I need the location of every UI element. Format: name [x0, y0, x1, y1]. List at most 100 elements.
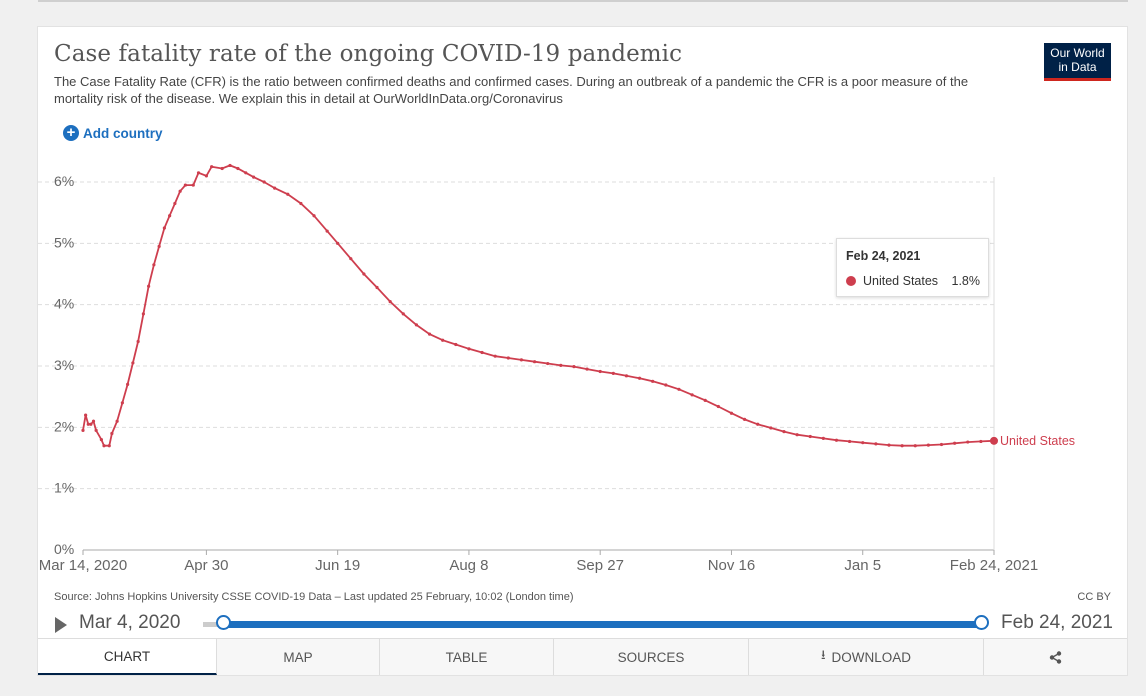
- data-point: [874, 442, 878, 446]
- timeline-start-handle[interactable]: [216, 615, 231, 630]
- data-point: [252, 175, 256, 179]
- data-point: [157, 244, 161, 248]
- data-point: [115, 419, 119, 423]
- data-point: [325, 229, 329, 233]
- data-point: [84, 413, 88, 417]
- source-note[interactable]: Source: Johns Hopkins University CSSE CO…: [54, 591, 574, 603]
- data-point: [716, 404, 720, 409]
- data-point: [191, 183, 195, 187]
- data-point: [244, 171, 248, 175]
- data-point: [312, 214, 316, 218]
- logo-line-1: Our World: [1050, 46, 1105, 60]
- data-point: [729, 411, 734, 415]
- x-tick-label: Mar 14, 2020: [39, 557, 127, 574]
- data-point: [388, 300, 392, 304]
- chart-subtitle: The Case Fatality Rate (CFR) is the rati…: [54, 74, 969, 106]
- tab-map[interactable]: MAP: [217, 639, 380, 675]
- data-point: [611, 371, 615, 375]
- chart-tooltip: Feb 24, 2021 United States 1.8%: [836, 238, 989, 297]
- data-point: [939, 442, 944, 447]
- data-point: [120, 401, 124, 405]
- data-point: [362, 272, 366, 276]
- data-point: [887, 443, 891, 447]
- data-point: [204, 174, 208, 178]
- data-point: [147, 284, 151, 288]
- data-point: [427, 332, 432, 336]
- share-button[interactable]: [984, 639, 1127, 675]
- data-point: [126, 382, 130, 386]
- data-point: [273, 186, 277, 190]
- data-point: [91, 419, 96, 423]
- tab-sources[interactable]: SOURCES: [554, 639, 749, 675]
- add-country-label: Add country: [83, 125, 163, 141]
- x-tick-label: Sep 27: [576, 557, 624, 574]
- data-point: [414, 323, 419, 327]
- y-tick-label: 5%: [54, 234, 74, 250]
- data-point: [454, 342, 458, 347]
- data-point: [585, 367, 589, 371]
- data-point: [861, 441, 865, 445]
- tooltip-row: United States 1.8%: [846, 274, 980, 288]
- data-point: [441, 338, 445, 342]
- series-line-united-states: [82, 164, 995, 447]
- data-point: [756, 422, 760, 426]
- data-point: [183, 183, 187, 187]
- y-tick-label: 3%: [54, 357, 74, 373]
- data-point: [532, 360, 537, 364]
- data-point: [228, 163, 232, 168]
- tab-table[interactable]: TABLE: [380, 639, 554, 675]
- license-label[interactable]: CC BY: [1077, 591, 1111, 603]
- data-point: [900, 444, 904, 448]
- data-point: [236, 166, 240, 171]
- play-icon[interactable]: [55, 617, 67, 633]
- data-point: [152, 263, 156, 267]
- timeline-selected-range[interactable]: [223, 621, 981, 628]
- tab-sources-label: SOURCES: [617, 649, 685, 665]
- data-point: [86, 422, 90, 426]
- data-point: [953, 441, 957, 445]
- data-point: [136, 339, 140, 344]
- data-point: [690, 393, 694, 397]
- data-point: [703, 398, 707, 402]
- chart-title: Case fatality rate of the ongoing COVID-…: [54, 41, 683, 67]
- data-point: [769, 426, 773, 430]
- share-icon: [1049, 650, 1062, 664]
- data-point: [651, 379, 655, 383]
- y-tick-label: 1%: [54, 480, 74, 496]
- data-point: [173, 201, 177, 206]
- data-point: [559, 363, 563, 367]
- plus-circle-icon: +: [63, 125, 79, 141]
- x-tick-label: Apr 30: [184, 557, 228, 574]
- data-point: [808, 434, 812, 439]
- data-point: [795, 433, 799, 437]
- tab-chart[interactable]: CHART: [38, 639, 217, 675]
- logo-line-2: in Data: [1058, 60, 1097, 74]
- timeline-end-handle[interactable]: [974, 615, 989, 630]
- data-point: [546, 361, 550, 366]
- x-tick-label: Jun 19: [315, 557, 360, 574]
- owid-logo[interactable]: Our World in Data: [1044, 43, 1111, 81]
- x-tick-label: Jan 5: [844, 557, 881, 574]
- data-point: [81, 428, 85, 432]
- x-tick-label: Feb 24, 2021: [950, 557, 1038, 574]
- top-divider: [38, 0, 1128, 2]
- series-color-dot: [846, 276, 856, 286]
- data-point: [99, 438, 103, 442]
- tab-table-label: TABLE: [445, 649, 488, 665]
- add-country-button[interactable]: + Add country: [63, 125, 163, 141]
- tooltip-value: 1.8%: [951, 274, 981, 288]
- line-chart[interactable]: 0% 1% 2% 3% 4% 5% 6% Mar 14, 2020 Apr 30 Jun 19 Au…: [38, 27, 1129, 587]
- data-point: [375, 285, 379, 290]
- data-point: [349, 257, 353, 261]
- data-point: [782, 430, 786, 434]
- tab-download[interactable]: ⭳ DOWNLOAD: [749, 639, 984, 675]
- data-point: [677, 387, 681, 391]
- data-point: [110, 431, 114, 436]
- y-tick-label: 4%: [54, 296, 74, 312]
- timeline-track-background[interactable]: [203, 622, 228, 627]
- data-point: [664, 383, 668, 387]
- data-point: [506, 356, 510, 360]
- data-point: [480, 350, 484, 355]
- data-point: [336, 241, 340, 245]
- data-point: [493, 354, 497, 358]
